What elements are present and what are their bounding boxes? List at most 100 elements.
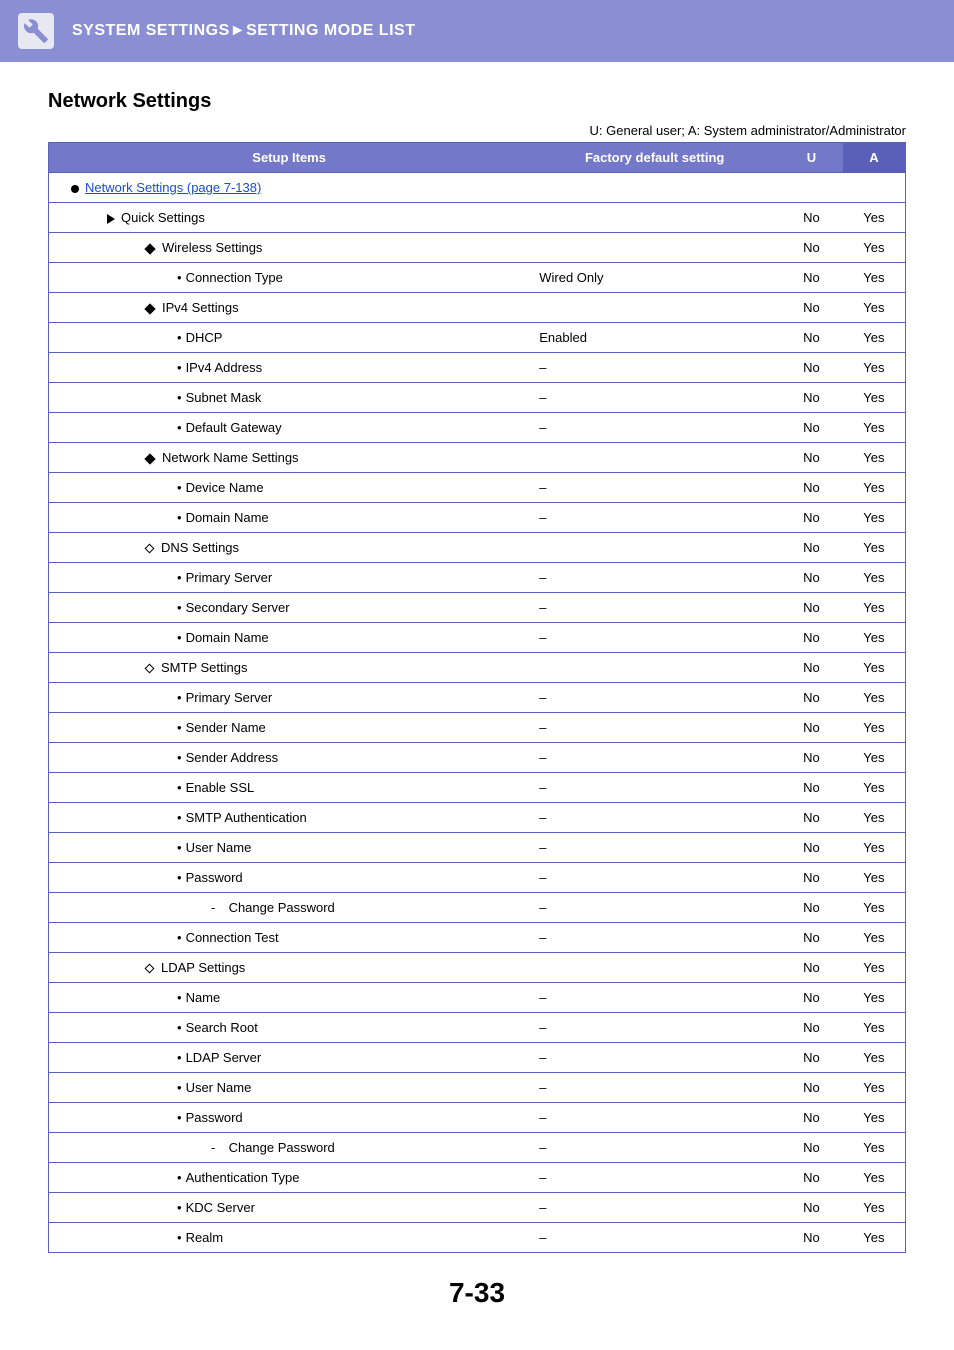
u-cell: No <box>780 713 843 743</box>
settings-table: Setup Items Factory default setting U A … <box>48 142 906 1253</box>
a-cell: Yes <box>843 833 906 863</box>
a-cell: Yes <box>843 1073 906 1103</box>
setup-item-cell: •Enable SSL <box>49 773 530 803</box>
setup-item-cell: Network Settings (page 7-138) <box>49 173 906 203</box>
factory-default-cell: – <box>529 923 780 953</box>
factory-default-cell: – <box>529 1133 780 1163</box>
setup-item-cell: •Connection Test <box>49 923 530 953</box>
setup-item-cell: IPv4 Settings <box>49 293 781 323</box>
factory-default-cell: – <box>529 803 780 833</box>
u-cell: No <box>780 893 843 923</box>
factory-default-cell: – <box>529 353 780 383</box>
table-row: Network Settings (page 7-138) <box>49 173 906 203</box>
a-cell: Yes <box>843 863 906 893</box>
u-cell: No <box>780 863 843 893</box>
col-setup-items: Setup Items <box>49 143 530 173</box>
a-cell: Yes <box>843 953 906 983</box>
section-title: Network Settings <box>48 90 906 113</box>
a-cell: Yes <box>843 803 906 833</box>
table-row: •Name–NoYes <box>49 983 906 1013</box>
a-cell: Yes <box>843 263 906 293</box>
a-cell: Yes <box>843 773 906 803</box>
setup-item-cell: •Name <box>49 983 530 1013</box>
u-cell: No <box>780 293 843 323</box>
a-cell: Yes <box>843 473 906 503</box>
setup-item-cell: •KDC Server <box>49 1193 530 1223</box>
table-row: •DHCPEnabledNoYes <box>49 323 906 353</box>
u-cell: No <box>780 323 843 353</box>
setup-item-cell: •Sender Address <box>49 743 530 773</box>
u-cell: No <box>780 983 843 1013</box>
table-row: •Subnet Mask–NoYes <box>49 383 906 413</box>
setup-item-cell: •Default Gateway <box>49 413 530 443</box>
network-settings-link[interactable]: Network Settings (page 7-138) <box>85 180 261 195</box>
setup-item-cell: •Domain Name <box>49 503 530 533</box>
a-cell: Yes <box>843 1223 906 1253</box>
factory-default-cell: – <box>529 1073 780 1103</box>
factory-default-cell: Wired Only <box>529 263 780 293</box>
factory-default-cell: – <box>529 1013 780 1043</box>
page-number: 7-33 <box>48 1277 906 1309</box>
a-cell: Yes <box>843 593 906 623</box>
table-row: •Primary Server–NoYes <box>49 683 906 713</box>
table-row: •Search Root–NoYes <box>49 1013 906 1043</box>
u-cell: No <box>780 1073 843 1103</box>
a-cell: Yes <box>843 623 906 653</box>
table-row: Wireless SettingsNoYes <box>49 233 906 263</box>
factory-default-cell: – <box>529 1193 780 1223</box>
setup-item-cell: •Primary Server <box>49 683 530 713</box>
a-cell: Yes <box>843 443 906 473</box>
u-cell: No <box>780 503 843 533</box>
a-cell: Yes <box>843 1103 906 1133</box>
setup-item-cell: - Change Password <box>49 893 530 923</box>
a-cell: Yes <box>843 563 906 593</box>
factory-default-cell: – <box>529 833 780 863</box>
setup-item-cell: •Subnet Mask <box>49 383 530 413</box>
setup-item-cell: •User Name <box>49 1073 530 1103</box>
u-cell: No <box>780 1223 843 1253</box>
u-cell: No <box>780 683 843 713</box>
setup-item-cell: Quick Settings <box>49 203 781 233</box>
col-u: U <box>780 143 843 173</box>
factory-default-cell: Enabled <box>529 323 780 353</box>
setup-item-cell: DNS Settings <box>49 533 781 563</box>
setup-item-cell: •Password <box>49 863 530 893</box>
a-cell: Yes <box>843 293 906 323</box>
factory-default-cell: – <box>529 743 780 773</box>
table-row: - Change Password–NoYes <box>49 893 906 923</box>
table-row: SMTP SettingsNoYes <box>49 653 906 683</box>
table-row: •Password–NoYes <box>49 863 906 893</box>
table-row: •Connection TypeWired OnlyNoYes <box>49 263 906 293</box>
table-row: •Default Gateway–NoYes <box>49 413 906 443</box>
system-settings-icon <box>18 13 54 49</box>
breadcrumb: SYSTEM SETTINGS►SETTING MODE LIST <box>72 22 415 40</box>
table-row: •Connection Test–NoYes <box>49 923 906 953</box>
setup-item-cell: - Change Password <box>49 1133 530 1163</box>
a-cell: Yes <box>843 413 906 443</box>
u-cell: No <box>780 263 843 293</box>
table-row: •Realm–NoYes <box>49 1223 906 1253</box>
factory-default-cell: – <box>529 713 780 743</box>
factory-default-cell: – <box>529 683 780 713</box>
col-a: A <box>843 143 906 173</box>
table-row: •Authentication Type–NoYes <box>49 1163 906 1193</box>
a-cell: Yes <box>843 743 906 773</box>
u-cell: No <box>780 383 843 413</box>
a-cell: Yes <box>843 683 906 713</box>
table-row: DNS SettingsNoYes <box>49 533 906 563</box>
factory-default-cell: – <box>529 1163 780 1193</box>
factory-default-cell: – <box>529 893 780 923</box>
factory-default-cell: – <box>529 863 780 893</box>
u-cell: No <box>780 593 843 623</box>
table-row: •Sender Name–NoYes <box>49 713 906 743</box>
setup-item-cell: •Primary Server <box>49 563 530 593</box>
u-cell: No <box>780 1193 843 1223</box>
u-cell: No <box>780 953 843 983</box>
u-cell: No <box>780 443 843 473</box>
u-cell: No <box>780 533 843 563</box>
setup-item-cell: •Connection Type <box>49 263 530 293</box>
setup-item-cell: SMTP Settings <box>49 653 781 683</box>
table-row: •LDAP Server–NoYes <box>49 1043 906 1073</box>
factory-default-cell: – <box>529 773 780 803</box>
table-row: •Primary Server–NoYes <box>49 563 906 593</box>
